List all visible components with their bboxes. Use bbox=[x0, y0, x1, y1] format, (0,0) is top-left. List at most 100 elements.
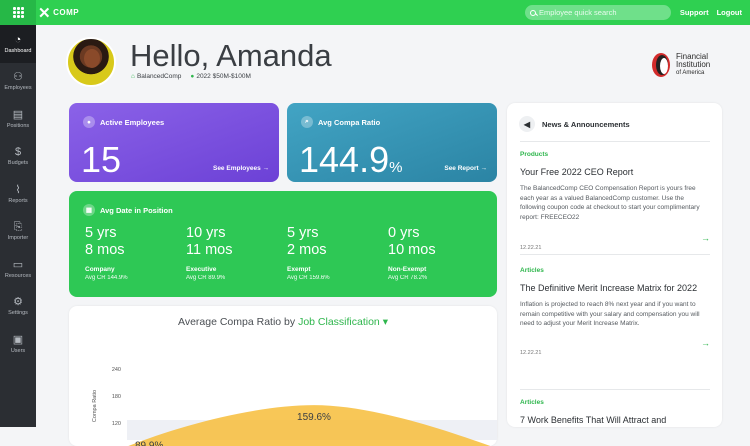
y-axis-label: Compa Ratio bbox=[92, 390, 98, 422]
partner-logo: Financial Institution of America bbox=[650, 50, 730, 80]
dropdown-label: Job Classification bbox=[298, 316, 380, 328]
card-title: Avg Compa Ratio bbox=[318, 118, 380, 127]
sidebar-item-label: Budgets bbox=[8, 160, 28, 166]
data-label-exempt: 159.6% bbox=[297, 412, 331, 423]
link-label: See Employees bbox=[213, 165, 261, 172]
column-label: Company bbox=[85, 266, 185, 273]
article-category: Articles bbox=[520, 399, 710, 406]
see-employees-link[interactable]: See Employees → bbox=[213, 165, 269, 172]
brand-name: COMP bbox=[53, 8, 79, 17]
arrow-right-icon[interactable]: → bbox=[701, 338, 710, 348]
news-title: News & Announcements bbox=[542, 120, 630, 129]
apps-menu-button[interactable] bbox=[0, 0, 36, 25]
arrow-right-icon[interactable]: → bbox=[701, 233, 710, 243]
months-unit: mos bbox=[299, 242, 326, 258]
calendar-icon: ▦ bbox=[83, 204, 95, 216]
sidebar-item-label: Reports bbox=[8, 198, 27, 204]
support-link[interactable]: Support bbox=[680, 8, 709, 17]
sidebar-item-resources[interactable]: ▭ Resources bbox=[0, 250, 36, 288]
chart-icon: ⌇ bbox=[15, 184, 20, 196]
divider bbox=[520, 254, 710, 255]
top-bar: ✕ COMP Support Logout bbox=[0, 0, 750, 25]
years-value: 5 bbox=[287, 225, 295, 241]
company-info: ⌂BalancedComp bbox=[131, 73, 181, 80]
y-tick-label: 180 bbox=[112, 394, 121, 400]
bank-icon: ⌂ bbox=[131, 73, 135, 80]
position-column-exempt: 5 yrs 2 mos Exempt Avg CR 159.6% bbox=[287, 225, 387, 281]
compa-ratio-card: ⌕ Avg Compa Ratio 144.9% See Report → bbox=[287, 103, 497, 182]
sidebar-item-importer[interactable]: ⎘ Importer bbox=[0, 213, 36, 251]
news-article-1[interactable]: Products Your Free 2022 CEO Report The B… bbox=[520, 151, 710, 246]
resources-icon: ▭ bbox=[13, 259, 23, 271]
compa-ratio-unit: % bbox=[389, 159, 402, 176]
search-input[interactable] bbox=[539, 8, 664, 17]
news-article-3[interactable]: Articles 7 Work Benefits That Will Attra… bbox=[520, 399, 710, 426]
news-article-2[interactable]: Articles The Definitive Merit Increase M… bbox=[520, 267, 710, 351]
years-unit: yrs bbox=[400, 225, 419, 241]
sidebar-item-settings[interactable]: ⚙ Settings bbox=[0, 288, 36, 326]
logout-link[interactable]: Logout bbox=[717, 8, 742, 17]
plan-label: 2022 $50M-$100M bbox=[196, 73, 251, 80]
active-employees-card: ● Active Employees 15 See Employees → bbox=[69, 103, 279, 182]
users-icon: ▣ bbox=[13, 334, 23, 346]
company-name: BalancedComp bbox=[137, 73, 181, 80]
article-title[interactable]: 7 Work Benefits That Will Attract and bbox=[520, 414, 710, 426]
y-tick-label: 120 bbox=[112, 421, 121, 427]
sidebar-item-positions[interactable]: ▤ Positions bbox=[0, 100, 36, 138]
classification-dropdown[interactable]: Job Classification ▾ bbox=[298, 316, 388, 328]
sidebar: ◔ Dashboard ⚇ Employees ▤ Positions $ Bu… bbox=[0, 25, 36, 427]
column-label: Exempt bbox=[287, 266, 387, 273]
news-panel: ◀ News & Announcements Products Your Fre… bbox=[507, 103, 722, 427]
months-unit: mos bbox=[97, 242, 124, 258]
sidebar-item-label: Dashboard bbox=[5, 48, 32, 54]
sidebar-item-users[interactable]: ▣ Users bbox=[0, 325, 36, 363]
link-label: See Report bbox=[444, 165, 478, 172]
card-title: Active Employees bbox=[100, 118, 164, 127]
group-icon: ● bbox=[83, 116, 95, 128]
article-date: 12.22.21 bbox=[520, 245, 541, 251]
years-value: 0 bbox=[388, 225, 396, 241]
positions-icon: ▤ bbox=[13, 109, 23, 121]
partner-logo-mark bbox=[650, 51, 672, 79]
sidebar-item-label: Settings bbox=[8, 310, 28, 316]
months-value: 2 bbox=[287, 242, 295, 258]
app-logo[interactable]: ✕ COMP bbox=[38, 4, 79, 22]
dollar-icon: $ bbox=[15, 146, 21, 158]
months-unit: mos bbox=[205, 242, 232, 258]
page-title: Hello, Amanda bbox=[130, 38, 332, 74]
see-report-link[interactable]: See Report → bbox=[444, 165, 487, 172]
years-unit: yrs bbox=[206, 225, 225, 241]
column-cr: Avg CR 89.9% bbox=[186, 275, 286, 281]
account-meta: ⌂BalancedComp ●2022 $50M-$100M bbox=[131, 73, 251, 80]
article-category: Articles bbox=[520, 267, 710, 274]
employees-icon: ⚇ bbox=[13, 71, 23, 83]
sidebar-item-employees[interactable]: ⚇ Employees bbox=[0, 63, 36, 101]
dollar-circle-icon: ● bbox=[190, 73, 194, 80]
article-body: The BalancedComp CEO Compensation Report… bbox=[520, 184, 710, 222]
column-cr: Avg CR 159.6% bbox=[287, 275, 387, 281]
article-body: Inflation is projected to reach 8% next … bbox=[520, 300, 710, 329]
years-value: 5 bbox=[85, 225, 93, 241]
article-title[interactable]: The Definitive Merit Increase Matrix for… bbox=[520, 282, 710, 294]
grid-icon bbox=[13, 7, 24, 18]
divider bbox=[520, 141, 710, 142]
employee-search[interactable] bbox=[525, 5, 671, 20]
search-icon bbox=[530, 10, 536, 16]
sidebar-item-dashboard[interactable]: ◔ Dashboard bbox=[0, 25, 36, 63]
sidebar-item-reports[interactable]: ⌇ Reports bbox=[0, 175, 36, 213]
years-unit: yrs bbox=[97, 225, 116, 241]
sidebar-item-label: Positions bbox=[7, 123, 29, 129]
importer-icon: ⎘ bbox=[14, 221, 23, 233]
arrow-right-icon: → bbox=[481, 165, 488, 172]
years-unit: yrs bbox=[299, 225, 318, 241]
plan-info: ●2022 $50M-$100M bbox=[190, 73, 251, 80]
years-value: 10 bbox=[186, 225, 202, 241]
column-label: Executive bbox=[186, 266, 286, 273]
sidebar-item-label: Resources bbox=[5, 273, 31, 279]
caret-down-icon: ▾ bbox=[383, 316, 388, 328]
arrow-right-icon: → bbox=[263, 165, 270, 172]
compa-ratio-value: 144.9% bbox=[299, 139, 402, 181]
article-title[interactable]: Your Free 2022 CEO Report bbox=[520, 166, 710, 178]
sidebar-item-budgets[interactable]: $ Budgets bbox=[0, 138, 36, 176]
avatar bbox=[66, 37, 116, 87]
